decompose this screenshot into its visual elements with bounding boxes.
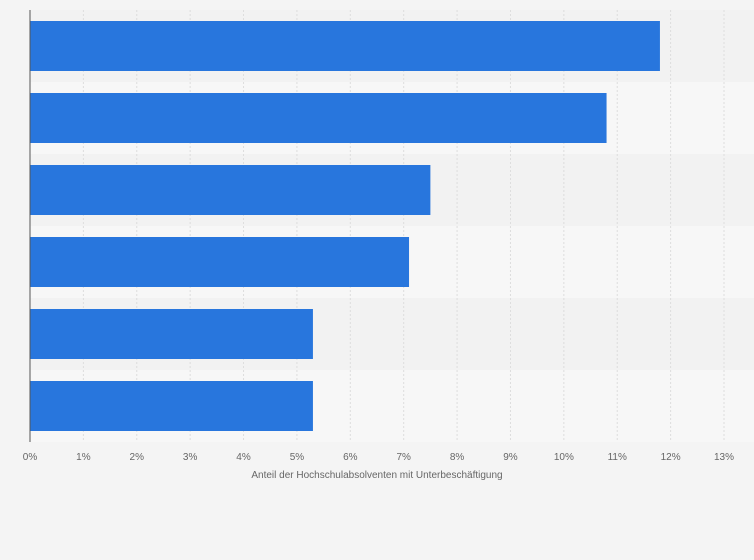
x-tick-label: 13% (714, 452, 734, 463)
bars (30, 21, 660, 431)
x-tick-label: 11% (608, 452, 627, 463)
x-tick-label: 1% (76, 452, 91, 463)
bar (30, 165, 431, 215)
x-tick-labels: 0% 1% 2% 3% 4% 5% 6% 7% 8% 9% 10% 11% 12% 13% (23, 452, 734, 463)
bar (30, 381, 313, 431)
x-tick-label: 12% (661, 452, 681, 463)
x-tick-label: 10% (554, 452, 574, 463)
x-tick-label: 8% (450, 452, 465, 463)
x-tick-label: 6% (343, 452, 358, 463)
grid-lines (82, 10, 725, 442)
row-bands (30, 10, 754, 442)
x-tick-label: 2% (130, 452, 145, 463)
x-axis-title: Anteil der Hochschulabsolventen mit Unte… (251, 470, 502, 481)
x-tick-label: 4% (236, 452, 251, 463)
x-tick-label: 3% (183, 452, 198, 463)
x-tick-label: 5% (290, 452, 305, 463)
bar (30, 309, 313, 359)
x-tick-label: 9% (503, 452, 518, 463)
bar (30, 21, 660, 71)
bar (30, 237, 410, 287)
bar (30, 93, 607, 143)
x-tick-label: 7% (396, 452, 411, 463)
x-tick-label: 0% (23, 452, 38, 463)
